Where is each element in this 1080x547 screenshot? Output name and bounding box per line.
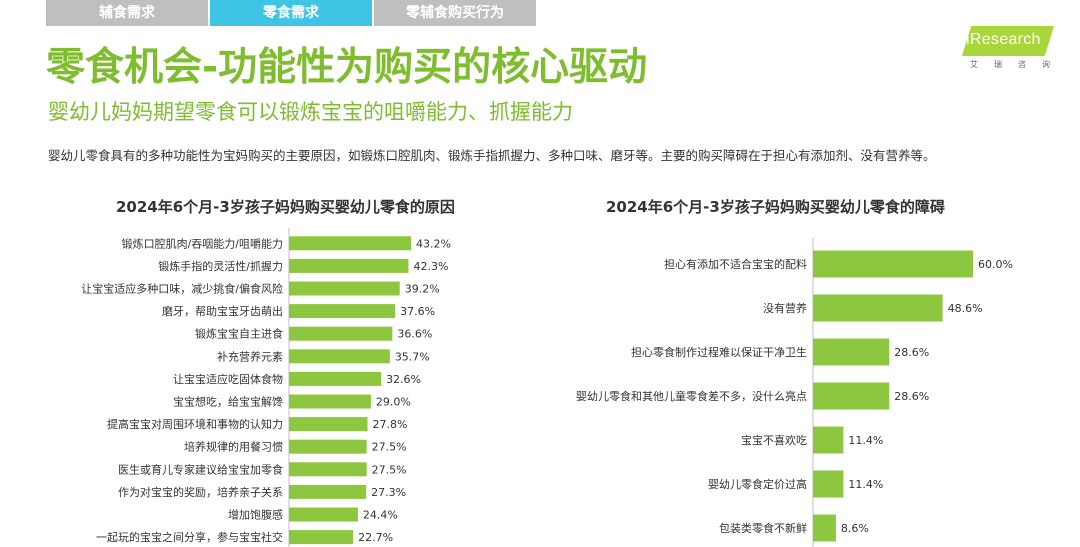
reasons-bar — [289, 530, 354, 545]
reasons-bar — [289, 304, 396, 319]
page-subtitle: 婴幼儿妈妈期望零食可以锻炼宝宝的咀嚼能力、抓握能力 — [48, 100, 573, 124]
reasons-category-label: 提高宝宝对周围环境和事物的认知力 — [107, 417, 283, 431]
reasons-category-label: 宝宝想吃，给宝宝解馋 — [173, 395, 283, 409]
page-description: 婴幼儿零食具有的多种功能性为宝妈购买的主要原因，如锻炼口腔肌肉、锻炼手指抓握力、… — [48, 148, 936, 163]
barriers-category-label: 包装类零食不新鲜 — [719, 521, 807, 535]
barriers-category-label: 没有营养 — [763, 301, 807, 315]
barriers-bar — [813, 338, 890, 366]
reasons-category-label: 医生或育儿专家建议给宝宝加零食 — [118, 462, 283, 476]
reasons-bar-chart: 锻炼口腔肌肉/吞咽能力/咀嚼能力 43.2% 锻炼手指的灵活性/抓握力 42.3% 让宝… — [81, 228, 451, 547]
tab-complementary-food-demand[interactable]: 辅食需求 — [46, 0, 208, 26]
reasons-category-label: 锻炼手指的灵活性/抓握力 — [158, 259, 283, 273]
reasons-category-label: 培养规律的用餐习惯 — [184, 440, 283, 454]
barriers-value-label: 11.4% — [848, 434, 883, 447]
barriers-value-label: 28.6% — [894, 346, 929, 359]
chart-title-barriers: 2024年6个月-3岁孩子妈妈购买婴幼儿零食的障碍 — [606, 198, 945, 216]
reasons-category-label: 补充营养元素 — [217, 349, 283, 363]
barriers-category-label: 婴幼儿零食定价过高 — [708, 477, 807, 491]
reasons-value-label: 35.7% — [395, 350, 430, 363]
barriers-category-label: 担心有添加不适合宝宝的配料 — [664, 257, 807, 271]
barriers-value-label: 11.4% — [848, 478, 883, 491]
reasons-value-label: 27.3% — [371, 486, 406, 499]
reasons-bar — [289, 439, 367, 454]
barriers-bar — [813, 514, 836, 542]
logo-subtext: 艾 瑞 咨 询 — [962, 59, 1058, 70]
logo-sub-char: 询 — [1042, 60, 1050, 69]
reasons-category-label: 让宝宝适应吃固体食物 — [173, 372, 283, 386]
reasons-category-label: 一起玩的宝宝之间分享，参与宝宝社交 — [96, 530, 283, 544]
reasons-value-label: 22.7% — [358, 531, 393, 544]
reasons-category-label: 锻炼宝宝自主进食 — [195, 327, 283, 341]
barriers-bar — [813, 426, 844, 454]
reasons-category-label: 锻炼口腔肌肉/吞咽能力/咀嚼能力 — [122, 236, 283, 250]
logo-sub-char: 咨 — [1018, 60, 1026, 69]
barriers-bar — [813, 382, 890, 410]
reasons-bar — [289, 236, 411, 251]
logo-name: iResearch — [966, 31, 1041, 48]
reasons-value-label: 37.6% — [400, 305, 435, 318]
reasons-value-label: 39.2% — [405, 283, 440, 296]
reasons-bar — [289, 371, 382, 386]
barriers-bar — [813, 294, 943, 322]
reasons-category-label: 作为对宝宝的奖励，培养亲子关系 — [118, 485, 283, 499]
reasons-value-label: 24.4% — [363, 509, 398, 522]
reasons-bar — [289, 326, 393, 341]
iresearch-logo: iResearch 艾 瑞 咨 询 — [962, 26, 1058, 76]
reasons-value-label: 32.6% — [386, 373, 421, 386]
barriers-bar-chart: 担心有添加不适合宝宝的配料 60.0% 没有营养 48.6% 担心零食制作过程难以保证干… — [576, 238, 1013, 547]
barriers-category-label: 宝宝不喜欢吃 — [741, 433, 807, 447]
reasons-bar — [289, 258, 409, 273]
reasons-value-label: 29.0% — [376, 396, 411, 409]
tab-purchase-behavior[interactable]: 零辅食购买行为 — [374, 0, 536, 26]
barriers-value-label: 28.6% — [894, 390, 929, 403]
barriers-value-label: 60.0% — [978, 258, 1013, 271]
reasons-value-label: 43.2% — [416, 237, 451, 250]
barriers-bar — [813, 250, 973, 278]
logo-sub-char: 瑞 — [994, 60, 1002, 69]
barriers-category-label: 担心零食制作过程难以保证干净卫生 — [631, 345, 807, 359]
barriers-value-label: 8.6% — [841, 522, 869, 535]
page-title: 零食机会-功能性为购买的核心驱动 — [46, 45, 648, 90]
tab-bar: 辅食需求 零食需求 零辅食购买行为 — [46, 0, 538, 26]
barriers-category-label: 婴幼儿零食和其他儿童零食差不多，没什么亮点 — [576, 389, 807, 403]
reasons-value-label: 27.8% — [373, 418, 408, 431]
reasons-category-label: 磨牙，帮助宝宝牙齿萌出 — [162, 304, 283, 318]
logo-mark — [962, 26, 1054, 56]
tab-snack-demand[interactable]: 零食需求 — [210, 0, 372, 26]
reasons-category-label: 让宝宝适应多种口味，减少挑食/偏食风险 — [81, 282, 283, 296]
reasons-bar — [289, 281, 400, 296]
logo-sub-char: 艾 — [970, 60, 978, 69]
barriers-bar — [813, 470, 844, 498]
reasons-category-label: 增加饱腹感 — [228, 508, 283, 522]
reasons-value-label: 42.3% — [413, 260, 448, 273]
reasons-bar — [289, 507, 358, 522]
reasons-bar — [289, 417, 368, 432]
barriers-value-label: 48.6% — [948, 302, 983, 315]
reasons-bar — [289, 394, 371, 409]
reasons-value-label: 27.5% — [372, 463, 407, 476]
chart-title-reasons: 2024年6个月-3岁孩子妈妈购买婴幼儿零食的原因 — [116, 198, 455, 216]
reasons-value-label: 36.6% — [397, 328, 432, 341]
reasons-value-label: 27.5% — [372, 441, 407, 454]
reasons-bar — [289, 349, 390, 364]
reasons-bar — [289, 484, 367, 499]
reasons-bar — [289, 462, 367, 477]
